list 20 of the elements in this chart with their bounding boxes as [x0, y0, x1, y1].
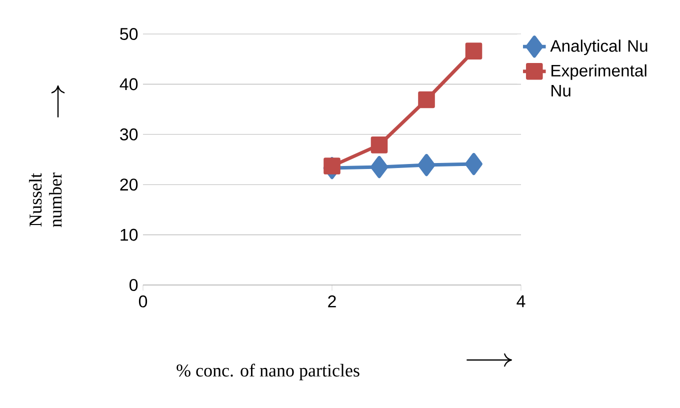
point	[465, 42, 482, 60]
y-tick-label: 10	[120, 228, 138, 241]
point	[418, 91, 435, 108]
y-tick-label: 50	[120, 28, 138, 40]
point	[465, 152, 482, 176]
y-tick-label: 30	[120, 128, 138, 140]
y-tick-label: 20	[120, 178, 138, 191]
point	[370, 136, 388, 154]
x-axis-title: % conc. of nano particles	[176, 364, 360, 380]
point	[418, 154, 436, 176]
y-tick-label: 40	[120, 78, 138, 90]
x-tick-label: 0	[138, 295, 148, 308]
point	[324, 158, 340, 174]
legend-label: Experimental Nu	[552, 64, 646, 97]
legend-label: Analytical Nu	[550, 40, 648, 56]
x-tick-label: 4	[516, 295, 526, 308]
x-tick-label: 2	[328, 295, 336, 308]
point	[370, 156, 388, 178]
y-tick-label: 0	[130, 278, 138, 292]
y-axis-title: Nusselt number	[29, 172, 62, 228]
